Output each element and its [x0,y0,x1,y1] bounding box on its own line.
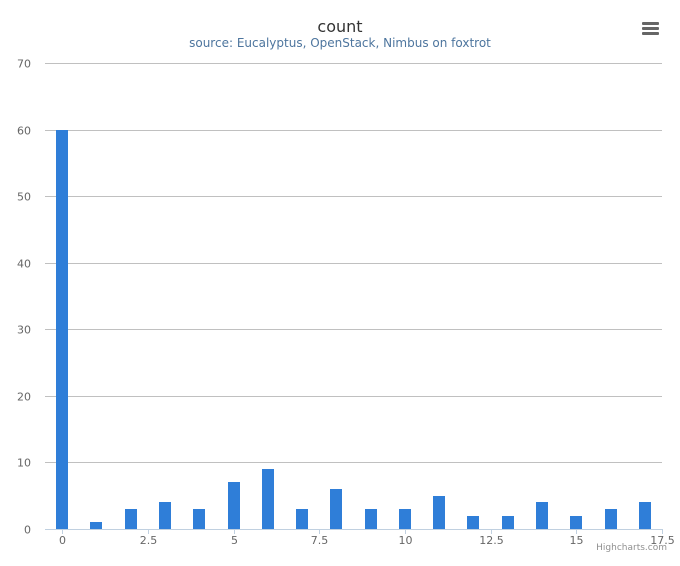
x-tick-label: 0 [59,534,66,547]
hamburger-menu-icon [641,22,659,25]
bar[interactable] [90,522,102,529]
x-tick-label: 17.5 [650,534,675,547]
chart-subtitle: source: Eucalyptus, OpenStack, Nimbus on… [189,36,491,50]
bar[interactable] [193,509,205,529]
x-tick-label: 5 [231,534,238,547]
bar[interactable] [365,509,377,529]
x-tick-label: 12.5 [479,534,504,547]
bar[interactable] [399,509,411,529]
bar[interactable] [502,516,514,529]
x-tick-label: 15 [570,534,584,547]
bar[interactable] [570,516,582,529]
bar[interactable] [433,496,445,529]
bar[interactable] [159,502,171,529]
grid-lines [45,63,662,463]
y-tick-label: 10 [17,457,31,470]
bar[interactable] [330,489,342,529]
bar[interactable] [296,509,308,529]
y-tick-label: 30 [17,324,31,337]
bar[interactable] [639,502,651,529]
x-tick-label: 10 [399,534,413,547]
bar[interactable] [262,469,274,529]
credits-link[interactable]: Highcharts.com [596,543,667,553]
bar[interactable] [467,516,479,529]
x-tick-label: 7.5 [311,534,329,547]
y-tick-label: 20 [17,391,31,404]
bar[interactable] [125,509,137,529]
bar[interactable] [536,502,548,529]
x-tick-label: 2.5 [140,534,158,547]
y-tick-label: 50 [17,191,31,204]
y-tick-label: 40 [17,258,31,271]
chart-title: count [317,17,363,36]
bar[interactable] [56,130,68,529]
export-menu-button[interactable] [638,18,662,40]
y-tick-label: 70 [17,58,31,71]
bar[interactable] [605,509,617,529]
y-tick-label: 60 [17,125,31,138]
y-tick-label: 0 [24,524,31,537]
bar-series [56,130,651,529]
bar[interactable] [228,482,240,529]
axes: 0 10 20 30 40 50 60 70 0 2.5 5 7.5 10 12.5 15 17.5 [17,58,675,548]
